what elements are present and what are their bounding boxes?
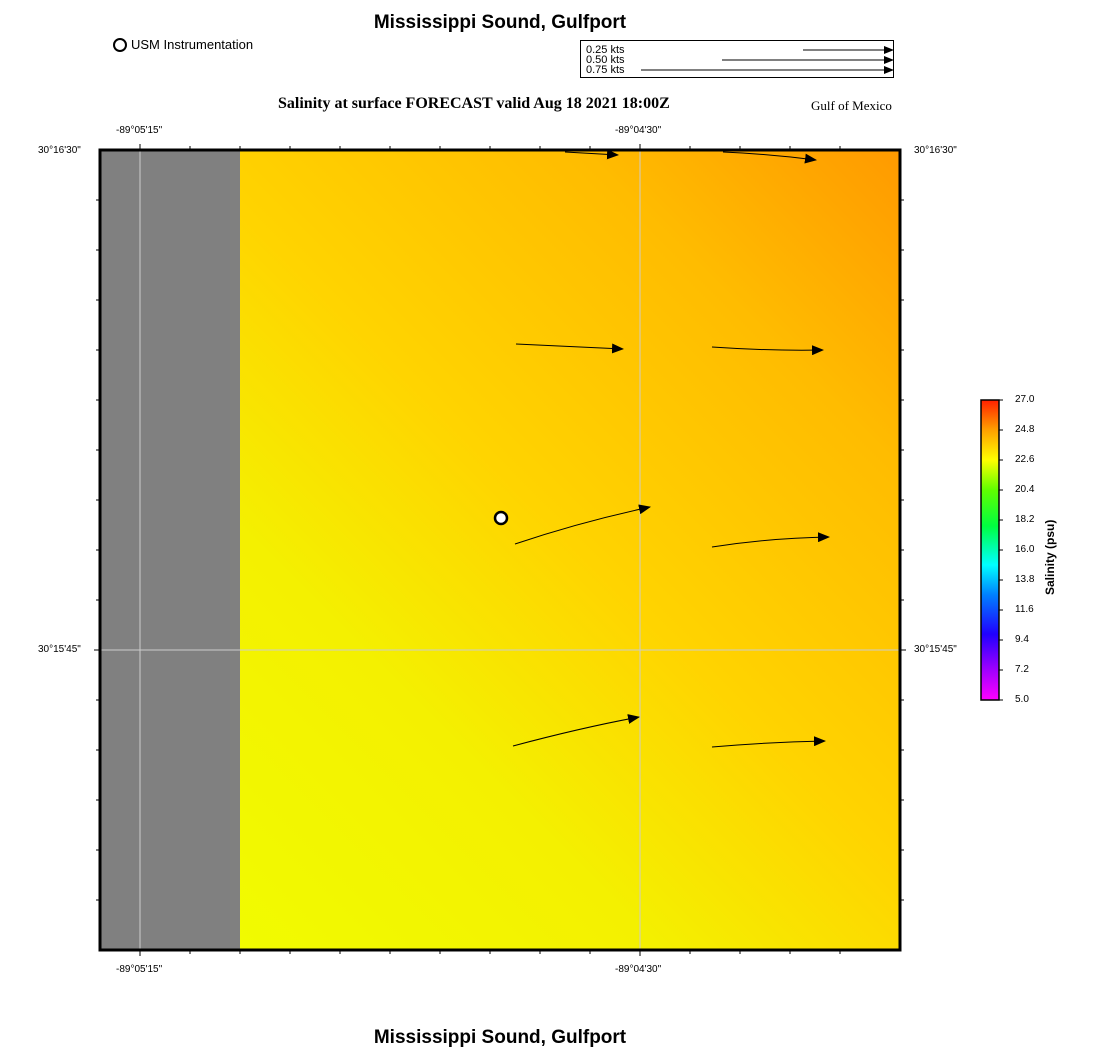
- lon-tick-top-2: -89°04'30": [615, 125, 662, 136]
- instrument-marker-icon: [113, 37, 127, 52]
- current-vector: [722, 151, 817, 164]
- instrument-legend-label: USM Instrumentation: [131, 37, 254, 52]
- vector-scale-arrows: [641, 46, 894, 74]
- current-vector: [711, 532, 830, 548]
- current-vector: [711, 345, 824, 356]
- lat-tick-right-2: 30°15'45": [914, 644, 957, 655]
- map-title-bottom: Mississippi Sound, Gulfport: [373, 1027, 627, 1048]
- colorbar-tick-label: 16.0: [1015, 544, 1035, 555]
- map-subtitle: Salinity at surface FORECAST valid Aug 1…: [278, 95, 670, 112]
- colorbar-tick-label: 24.8: [1015, 424, 1035, 435]
- lon-tick-bottom-1: -89°05'15": [116, 964, 163, 975]
- current-vector: [512, 714, 640, 747]
- vector-scale-label-1: 0.25 kts: [586, 44, 625, 56]
- map-title-top: Mississippi Sound, Gulfport: [373, 12, 627, 33]
- current-vector: [515, 343, 624, 354]
- colorbar-tick-label: 27.0: [1015, 394, 1035, 405]
- lon-tick-bottom-2: -89°04'30": [615, 964, 662, 975]
- lat-tick-left-2: 30°15'45": [38, 644, 81, 655]
- colorbar-tick-label: 7.2: [1015, 664, 1029, 675]
- current-vector: [514, 504, 651, 545]
- lat-tick-left-1: 30°16'30": [38, 145, 81, 156]
- instrument-legend: USM Instrumentation: [113, 37, 253, 52]
- vector-scale-label-3: 0.75 kts: [586, 64, 625, 76]
- colorbar-tick-label: 20.4: [1015, 484, 1035, 495]
- instrument-site-marker: [493, 510, 509, 526]
- vector-scale-box: 0.25 kts 0.50 kts 0.75 kts: [580, 40, 894, 78]
- salinity-colorbar: [980, 399, 1003, 701]
- lon-tick-top-1: -89°05'15": [116, 125, 163, 136]
- colorbar-scale: [980, 399, 1000, 701]
- region-label: Gulf of Mexico: [811, 98, 892, 113]
- colorbar-tick-label: 9.4: [1015, 634, 1029, 645]
- lat-tick-right-1: 30°16'30": [914, 145, 957, 156]
- map-gridlines: [100, 150, 900, 950]
- salinity-map: [94, 144, 906, 956]
- colorbar-tick-label: 5.0: [1015, 694, 1029, 705]
- land-area: [100, 150, 240, 950]
- current-vector: [564, 149, 619, 160]
- colorbar-title: Salinity (psu): [1043, 519, 1057, 595]
- current-vectors: [512, 149, 830, 748]
- colorbar-ticks: [999, 399, 1003, 701]
- colorbar-tick-label: 11.6: [1015, 604, 1034, 615]
- colorbar-tick-label: 22.6: [1015, 454, 1035, 465]
- current-vector: [711, 736, 826, 748]
- vector-scale-label-2: 0.50 kts: [586, 54, 625, 66]
- colorbar-tick-label: 13.8: [1015, 574, 1035, 585]
- colorbar-tick-label: 18.2: [1015, 514, 1035, 525]
- frame-ticks: [94, 144, 906, 956]
